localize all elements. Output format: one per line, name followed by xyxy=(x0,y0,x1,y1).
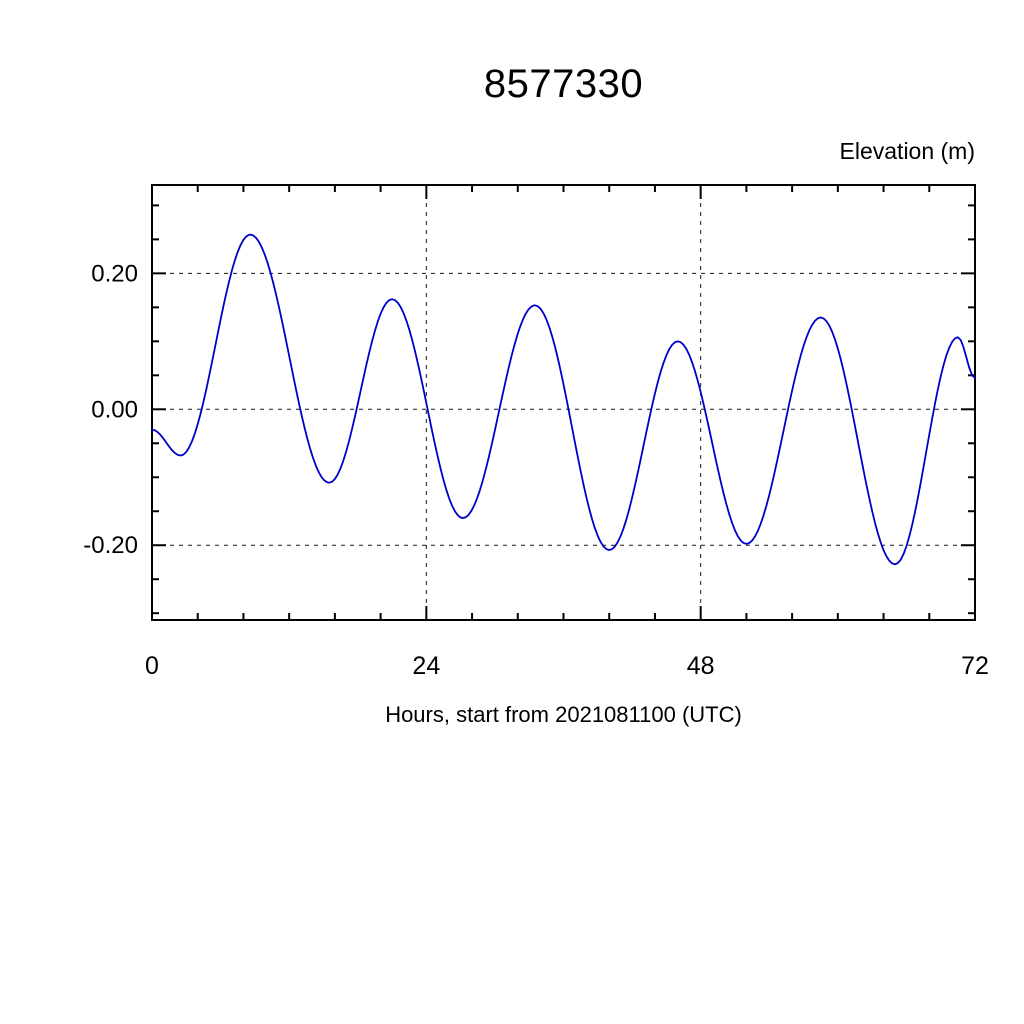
y-tick-label: 0.20 xyxy=(91,260,138,287)
y-tick-label: 0.00 xyxy=(91,396,138,423)
x-tick-label: 72 xyxy=(961,652,989,680)
x-axis-title: Hours, start from 2021081100 (UTC) xyxy=(385,702,742,727)
x-tick-label: 24 xyxy=(412,652,440,680)
y-tick-label: -0.20 xyxy=(83,532,138,559)
plot-frame xyxy=(151,184,976,621)
y-axis-title: Elevation (m) xyxy=(839,138,975,164)
elevation-series-line xyxy=(151,233,976,566)
x-tick-label: 0 xyxy=(145,652,159,680)
chart-title: 8577330 xyxy=(483,62,644,106)
x-tick-label: 48 xyxy=(687,652,715,680)
